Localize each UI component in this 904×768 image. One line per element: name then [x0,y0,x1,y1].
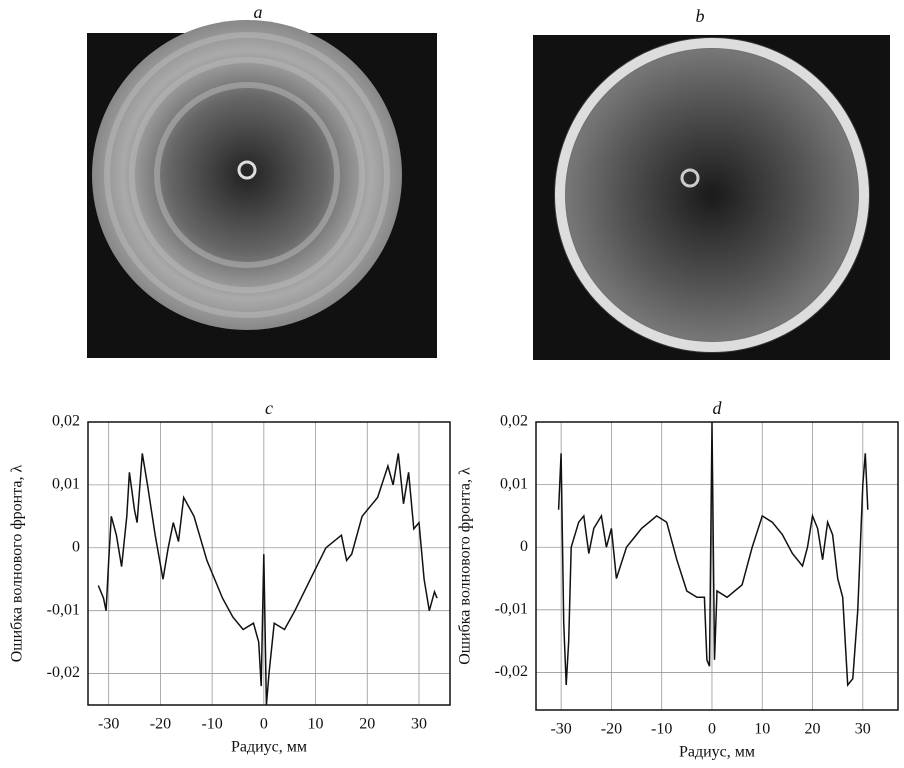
x-tick-label: -30 [98,716,119,733]
x-tick-label: 30 [855,721,871,738]
x-tick-label: -10 [651,721,672,738]
chart-title: c [265,398,273,418]
plot-frame [535,421,899,711]
y-tick-label: 0,01 [52,476,80,493]
image-a [87,20,437,358]
x-tick-label: 20 [359,716,375,733]
plot-frame [87,421,451,706]
data-line [557,421,869,687]
x-tick-label: 10 [754,721,770,738]
x-tick-label: 10 [308,716,324,733]
y-tick-label: 0,02 [500,413,528,430]
y-axis-label: Ошибка волнового фронта, λ [457,467,474,665]
x-tick-label: 20 [805,721,821,738]
y-tick-label: -0,02 [495,663,528,680]
x-tick-label: -10 [201,716,222,733]
panel-label: b [696,6,705,26]
y-tick-label: -0,01 [47,601,80,618]
y-tick-label: 0,02 [52,413,80,430]
y-tick-label: 0 [72,538,80,555]
y-axis-label: Ошибка волнового фронта, λ [9,464,26,662]
y-tick-label: -0,02 [47,664,80,681]
x-axis-label: Радиус, мм [679,744,755,761]
panel-label: a [254,2,263,22]
y-tick-label: 0,01 [500,475,528,492]
image-b [533,35,890,360]
data-line [97,453,438,706]
y-tick-label: 0 [520,538,528,555]
x-tick-label: 0 [708,721,716,738]
x-tick-label: -30 [550,721,571,738]
x-tick-label: 0 [260,716,268,733]
x-tick-label: 30 [411,716,427,733]
x-tick-label: -20 [150,716,171,733]
x-axis-label: Радиус, мм [231,739,307,756]
chart-title: d [713,398,723,418]
x-tick-label: -20 [601,721,622,738]
y-tick-label: -0,01 [495,600,528,617]
